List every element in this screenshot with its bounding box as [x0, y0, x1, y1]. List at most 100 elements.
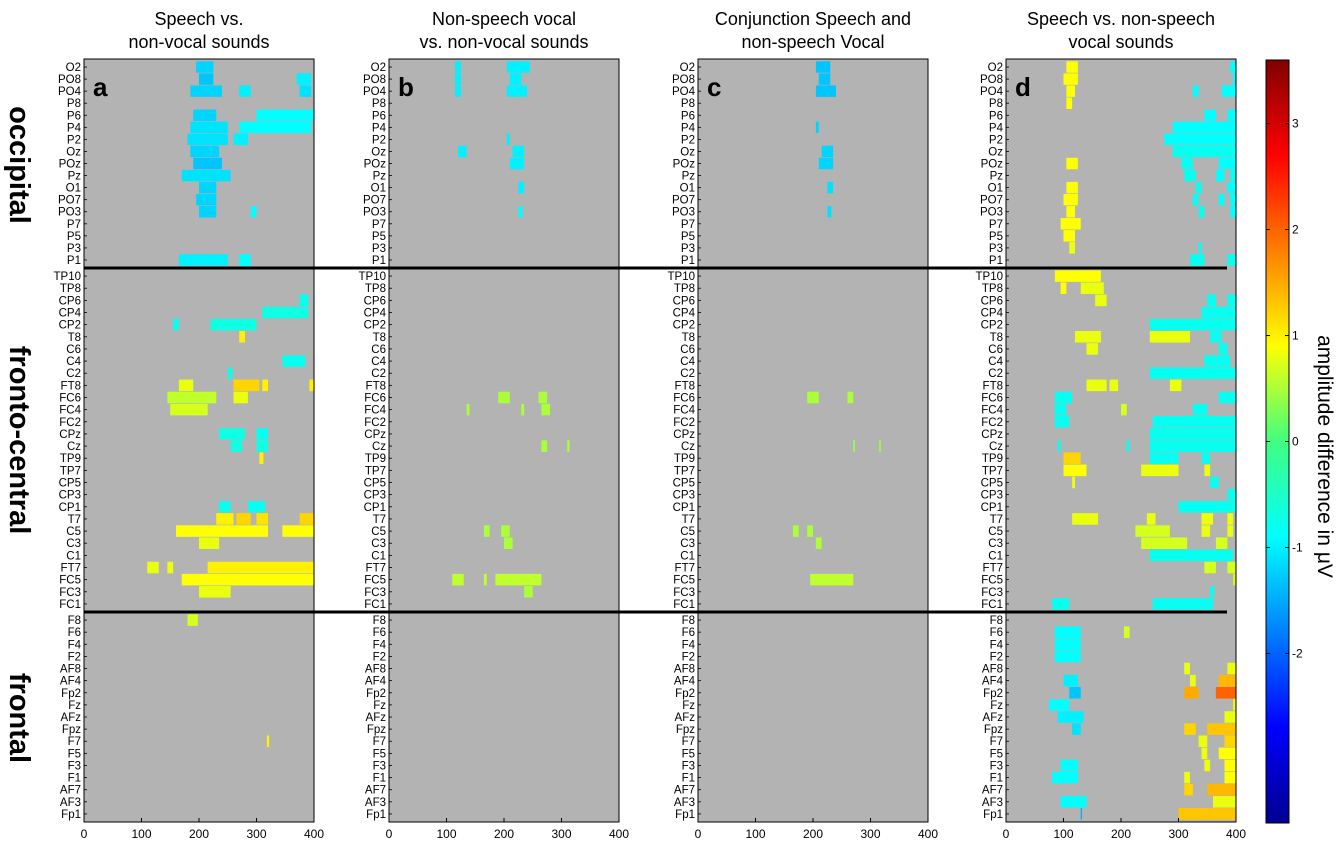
heatmap-cell — [1149, 318, 1236, 331]
heatmap-cell — [518, 206, 523, 218]
electrode-label: P5 — [67, 231, 81, 243]
heatmap-cell — [227, 367, 233, 379]
heatmap-cell — [282, 355, 306, 367]
electrode-label: T7 — [990, 514, 1003, 526]
heatmap-cell — [1201, 513, 1213, 525]
electrode-label: TP7 — [60, 465, 81, 477]
heatmap-cell — [1218, 157, 1236, 170]
heatmap-cell — [262, 306, 309, 319]
heatmap-cell — [1066, 85, 1076, 97]
electrode-label: Cz — [372, 441, 386, 453]
electrode-label: TP8 — [365, 283, 386, 295]
heatmap-cell — [1121, 403, 1127, 416]
electrode-label: F3 — [990, 760, 1003, 772]
heatmap-cell — [1080, 808, 1082, 820]
heatmap-cell — [1204, 109, 1216, 121]
electrode-label: C3 — [680, 538, 695, 550]
heatmap-cell — [1204, 355, 1231, 367]
heatmap-cell — [1227, 254, 1237, 266]
electrode-label: CP3 — [981, 490, 1003, 502]
heatmap-cell — [1164, 133, 1237, 146]
electrode-label: FC1 — [59, 599, 81, 611]
heatmap-cell — [1054, 391, 1073, 404]
electrode-label: Fp1 — [61, 809, 81, 821]
heatmap-cell — [1218, 747, 1236, 760]
electrode-label: FC1 — [673, 599, 695, 611]
heatmap-cell — [1224, 735, 1236, 747]
heatmap-cell — [176, 525, 268, 537]
electrode-label: Fp2 — [366, 688, 386, 700]
heatmap-cell — [455, 73, 461, 85]
electrode-label: F7 — [682, 736, 695, 748]
electrode-label: F1 — [990, 773, 1003, 785]
electrode-label: CP5 — [981, 478, 1003, 490]
electrode-label: TP10 — [976, 271, 1004, 283]
heatmap-cell — [1149, 549, 1234, 562]
electrode-label: F2 — [68, 651, 81, 663]
electrode-label: F3 — [68, 760, 81, 772]
heatmap-cell — [483, 525, 490, 537]
heatmap-cell — [1063, 464, 1087, 477]
electrode-label: TP8 — [674, 283, 695, 295]
panel-b-background — [389, 59, 619, 822]
heatmap-cell — [1201, 747, 1208, 760]
electrode-label: FT7 — [983, 563, 1003, 575]
electrode-label: FC2 — [673, 417, 695, 429]
heatmap-cell — [1066, 157, 1078, 170]
heatmap-cell — [807, 391, 819, 404]
electrode-label: C5 — [66, 526, 81, 538]
electrode-label: PO7 — [58, 195, 81, 207]
heatmap-cell — [1221, 85, 1237, 97]
electrode-label: O1 — [371, 183, 386, 195]
electrode-label: P8 — [67, 98, 81, 110]
heatmap-cell — [1184, 783, 1193, 796]
heatmap-cell — [250, 206, 257, 218]
electrode-label: AF4 — [674, 676, 696, 688]
heatmap-cell — [827, 206, 832, 218]
region-labels: occipital fronto-central frontal — [3, 106, 35, 763]
electrode-label: F2 — [990, 651, 1003, 663]
electrode-label: FT8 — [983, 380, 1003, 392]
heatmap-cell — [452, 573, 464, 586]
electrode-label: PO7 — [672, 195, 695, 207]
heatmap-cell — [1230, 206, 1236, 218]
heatmap-cell — [1218, 391, 1236, 404]
electrode-label: P3 — [989, 243, 1003, 255]
electrode-label: P8 — [681, 98, 695, 110]
electrode-label: CP3 — [59, 490, 81, 502]
electrode-label: AF4 — [982, 676, 1004, 688]
electrode-label: P3 — [372, 243, 386, 255]
electrode-label: CPz — [364, 429, 386, 441]
panel-a-title: non-vocal sounds — [128, 32, 269, 52]
heatmap-cell — [1066, 206, 1076, 218]
heatmap-cell — [1149, 331, 1190, 343]
electrode-label: AF8 — [365, 664, 386, 676]
heatmap-cell — [256, 428, 268, 440]
colorbar-tick-label: 0 — [1292, 435, 1299, 449]
heatmap-cell — [1063, 674, 1078, 687]
electrode-label: P6 — [681, 110, 695, 122]
colorbar-tick-label: 2 — [1292, 223, 1299, 237]
electrode-label: CP5 — [59, 478, 81, 490]
colorbar-tick-label: -2 — [1292, 646, 1303, 660]
heatmap-cell — [1123, 626, 1130, 638]
electrode-label: O1 — [988, 183, 1003, 195]
heatmap-cell — [1215, 537, 1228, 549]
heatmap-cell — [1201, 525, 1211, 537]
heatmap-cell — [815, 61, 831, 73]
electrode-label: F4 — [990, 639, 1004, 651]
electrode-label: C6 — [680, 344, 695, 356]
electrode-label: AF8 — [60, 664, 81, 676]
electrode-label: CP2 — [981, 320, 1003, 332]
heatmap-cell — [1054, 638, 1081, 651]
heatmap-cell — [1227, 561, 1237, 574]
heatmap-cell — [455, 85, 461, 97]
electrode-label: FC1 — [364, 599, 386, 611]
electrode-label: FC3 — [364, 587, 386, 599]
heatmap-cell — [1060, 759, 1078, 772]
electrode-label: O2 — [371, 62, 386, 74]
heatmap-cell — [807, 525, 813, 537]
heatmap-cell — [219, 501, 231, 513]
electrode-label: P8 — [372, 98, 386, 110]
